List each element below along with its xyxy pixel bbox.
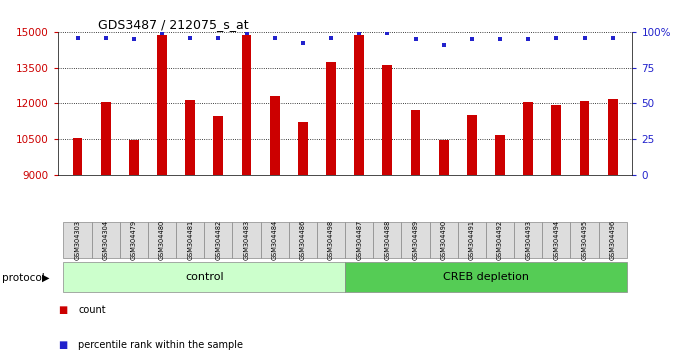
Bar	[486, 222, 514, 258]
Bar	[401, 222, 430, 258]
Bar	[298, 122, 308, 175]
Bar	[523, 102, 533, 175]
Text: ■: ■	[58, 305, 67, 315]
Text: GSM304484: GSM304484	[272, 220, 277, 260]
Text: GSM304482: GSM304482	[216, 220, 222, 260]
Bar	[354, 35, 364, 175]
Text: GSM304496: GSM304496	[610, 220, 615, 260]
Bar	[129, 140, 139, 175]
Bar	[185, 100, 195, 175]
Text: ▶: ▶	[42, 273, 50, 283]
Text: GSM304483: GSM304483	[243, 220, 250, 260]
Bar	[551, 104, 561, 175]
Text: GSM304493: GSM304493	[525, 220, 531, 260]
Text: percentile rank within the sample: percentile rank within the sample	[78, 341, 243, 350]
Bar	[214, 116, 223, 175]
Text: GSM304487: GSM304487	[356, 220, 362, 260]
Bar	[204, 222, 233, 258]
Bar	[579, 101, 590, 175]
Bar	[458, 222, 486, 258]
Text: GSM304486: GSM304486	[300, 220, 306, 260]
Bar	[542, 222, 571, 258]
Bar	[317, 222, 345, 258]
Text: GSM304479: GSM304479	[131, 220, 137, 260]
Bar	[157, 35, 167, 175]
Bar	[92, 222, 120, 258]
Bar	[63, 222, 92, 258]
Bar	[73, 138, 82, 175]
Bar	[373, 222, 401, 258]
Text: GSM304491: GSM304491	[469, 220, 475, 260]
Text: GSM304492: GSM304492	[497, 220, 503, 260]
Text: CREB depletion: CREB depletion	[443, 272, 529, 282]
Bar	[345, 262, 627, 292]
Text: GSM304495: GSM304495	[581, 220, 588, 260]
Bar	[411, 110, 420, 175]
Bar	[270, 96, 279, 175]
Bar	[439, 140, 449, 175]
Bar	[289, 222, 317, 258]
Bar	[241, 35, 252, 175]
Bar	[571, 222, 598, 258]
Bar	[608, 98, 617, 175]
Text: GSM304490: GSM304490	[441, 220, 447, 260]
Bar	[326, 62, 336, 175]
Text: GSM304498: GSM304498	[328, 220, 334, 260]
Text: GSM304481: GSM304481	[187, 220, 193, 260]
Bar	[176, 222, 204, 258]
Text: GSM304304: GSM304304	[103, 220, 109, 260]
Bar	[260, 222, 289, 258]
Text: GSM304494: GSM304494	[554, 220, 560, 260]
Bar	[514, 222, 542, 258]
Bar	[467, 115, 477, 175]
Bar	[345, 222, 373, 258]
Text: GSM304489: GSM304489	[413, 220, 418, 260]
Bar	[598, 222, 627, 258]
Text: count: count	[78, 305, 106, 315]
Bar	[430, 222, 458, 258]
Bar	[495, 136, 505, 175]
Text: protocol: protocol	[2, 273, 45, 283]
Text: GSM304303: GSM304303	[75, 220, 80, 260]
Bar	[101, 102, 111, 175]
Text: ■: ■	[58, 341, 67, 350]
Bar	[233, 222, 260, 258]
Bar	[148, 222, 176, 258]
Text: control: control	[185, 272, 224, 282]
Text: GSM304480: GSM304480	[159, 220, 165, 260]
Bar	[120, 222, 148, 258]
Bar	[63, 262, 345, 292]
Bar	[382, 65, 392, 175]
Text: GDS3487 / 212075_s_at: GDS3487 / 212075_s_at	[98, 18, 249, 31]
Text: GSM304488: GSM304488	[384, 220, 390, 260]
